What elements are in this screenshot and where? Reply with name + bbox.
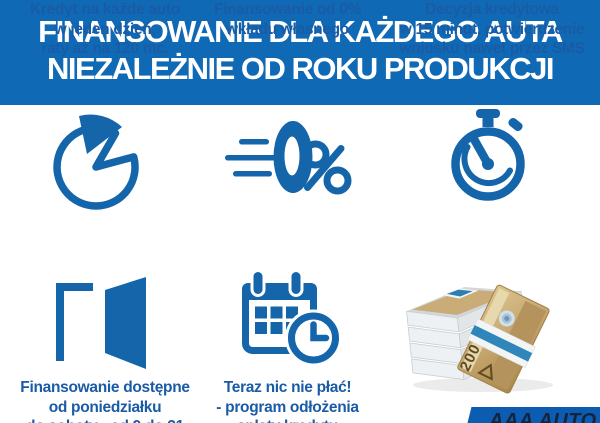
calendar-clock-icon (242, 270, 342, 367)
caption-line: Kredyt na każde auto (30, 1, 180, 18)
caption-line: Teraz nic nie płać! (223, 379, 352, 396)
caption-line: spłaty kredytu (195, 417, 380, 423)
caption-line: od poniedziałku (48, 398, 162, 416)
caption-financing-hours: Finansowanie dostępne od poniedziałku do… (0, 378, 210, 423)
aaa-auto-logo-text: AAA AUTO (489, 410, 597, 423)
header-title-line2: NIEZALEŻNIE OD ROKU PRODUKCJI (47, 51, 554, 86)
zero-percent-icon (225, 121, 352, 195)
caption-line: raty aż na 120 mc. (41, 40, 169, 57)
caption-line: wkładu własnego (226, 20, 349, 38)
banknote-front: 200 (457, 284, 550, 394)
caption-line: Finansowanie dostępne (20, 379, 190, 396)
caption-credit-every-car: Kredyt na każde auto w jeden dzień, raty… (0, 0, 210, 59)
pie-chart-icon (53, 114, 139, 210)
caption-line: w jeden dzień, (54, 20, 156, 38)
stopwatch-icon (451, 109, 525, 201)
money-shadow (413, 378, 553, 392)
caption-pay-later: Teraz nic nie płać! - program odłożenia … (195, 378, 380, 423)
caption-credit-decision: Decyzja kredytowa w 15 minut, potwierdze… (383, 0, 600, 59)
caption-line: do soboty - od 9 do 21 (0, 417, 210, 423)
header-banner: FINANSOWANIE DLA KAŻDEGO AUTA NIEZALEŻNI… (0, 0, 600, 105)
open-door-icon (56, 277, 146, 369)
caption-line: - program odłożenia (216, 398, 359, 416)
caption-line: Decyzja kredytowa (425, 1, 559, 18)
money-stacks-photo: 200 (406, 284, 553, 394)
caption-line: wniosku nawet przez SMS (399, 40, 585, 57)
caption-zero-down-payment: Finansowanie od 0% wkładu własnego (195, 0, 380, 39)
caption-line: Finansowanie od 0% (213, 1, 362, 18)
caption-line: w 15 minut, potwierdzenie (399, 20, 585, 38)
header-title-line1: FINANSOWANIE DLA KAŻDEGO AUTA (38, 14, 563, 49)
